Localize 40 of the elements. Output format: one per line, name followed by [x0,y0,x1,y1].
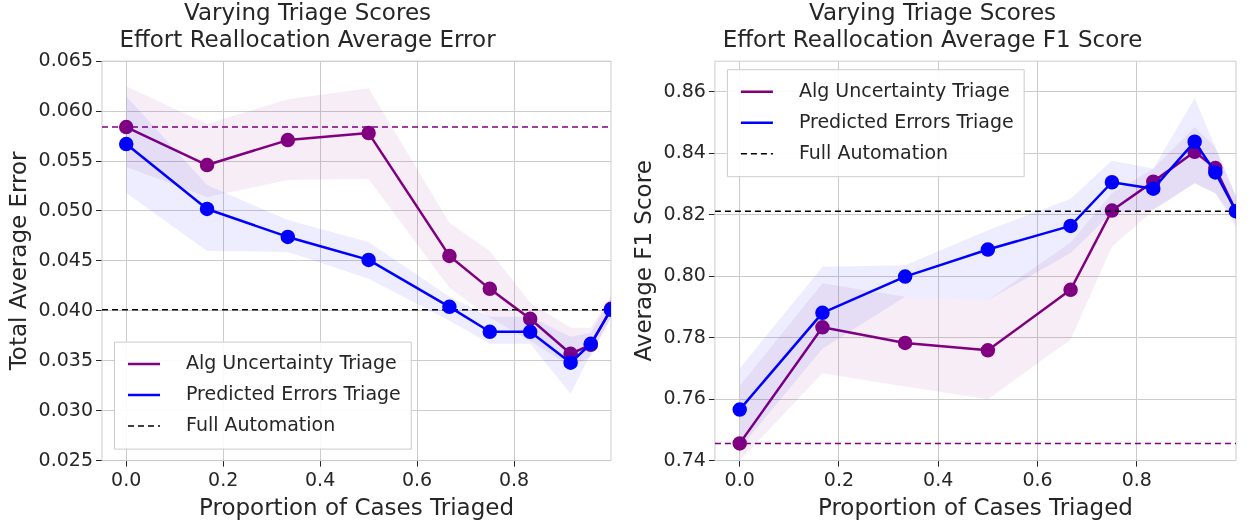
y-tick-label: 0.050 [38,197,93,220]
x-tick-label: 0.8 [1121,467,1152,490]
y-tick-label: 0.045 [38,247,93,270]
x-tick-label: 0.6 [1022,467,1053,490]
x-tick-label: 0.0 [724,467,755,490]
y-tick-label: 0.025 [38,447,93,470]
y-tick-label: 0.84 [663,140,706,163]
y-tick-label: 0.76 [663,386,706,409]
x-tick-label: 0.2 [823,467,855,490]
y-tick-label: 0.035 [38,347,93,370]
y-tick-label: 0.065 [38,48,93,71]
legend-label: Full Automation [185,413,336,436]
legend-label: Predicted Errors Triage [798,109,1014,132]
y-tick-label: 0.80 [663,263,706,286]
x-tick-label: 0.2 [208,467,239,490]
x-axis-title: Proportion of Cases Triaged [198,494,514,521]
chart-subtitle: Effort Reallocation Average Error [119,26,497,53]
x-tick-label: 0.4 [923,467,954,490]
y-tick-label: 0.055 [38,147,93,170]
y-axis-title: Total Average Error [4,150,31,372]
legend-label: Alg Uncertainty Triage [798,78,1010,101]
chart-title: Varying Triage Scores [808,0,1057,25]
y-tick-label: 0.060 [38,98,93,121]
x-tick-label: 0.0 [111,467,142,490]
legend-label: Alg Uncertainty Triage [185,351,397,374]
y-tick-label: 0.86 [663,78,706,101]
x-tick-label: 0.6 [401,467,433,490]
y-tick-label: 0.040 [38,297,93,320]
chart-title: Varying Triage Scores [183,0,432,25]
y-tick-label: 0.82 [663,201,706,224]
y-tick-label: 0.78 [663,324,706,347]
x-tick-label: 0.4 [305,467,336,490]
y-tick-label: 0.74 [663,447,706,470]
y-tick-label: 0.030 [38,397,93,420]
x-tick-label: 0.8 [498,467,530,490]
x-axis-title: Proportion of Cases Triaged [817,494,1133,521]
chart-subtitle: Effort Reallocation Average F1 Score [722,26,1143,53]
y-axis-title: Average F1 Score [629,160,656,362]
legend-label: Full Automation [798,140,949,163]
legend-label: Predicted Errors Triage [185,382,401,405]
